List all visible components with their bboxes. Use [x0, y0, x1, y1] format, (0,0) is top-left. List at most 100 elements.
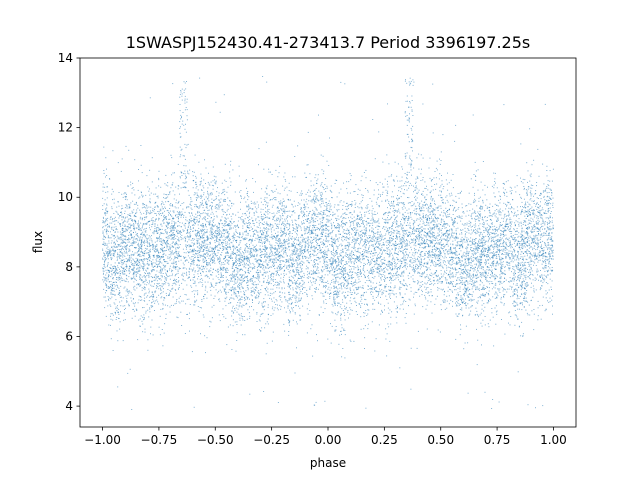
- data-point: [188, 206, 190, 208]
- data-point: [524, 210, 526, 212]
- data-point: [369, 180, 371, 182]
- data-point: [473, 267, 475, 269]
- data-point: [533, 241, 535, 243]
- data-point: [193, 224, 195, 226]
- data-point: [238, 249, 240, 251]
- data-point: [324, 249, 326, 251]
- data-point: [524, 232, 526, 234]
- data-point: [285, 247, 287, 249]
- data-point: [333, 294, 334, 296]
- data-point: [446, 281, 448, 283]
- data-point: [486, 229, 488, 231]
- data-point: [526, 193, 528, 195]
- data-point: [102, 238, 104, 240]
- data-point: [149, 194, 151, 196]
- data-point: [534, 214, 536, 216]
- data-point: [231, 257, 233, 259]
- data-point: [263, 241, 265, 243]
- data-point: [446, 236, 448, 238]
- data-point: [408, 171, 410, 173]
- data-point: [524, 206, 526, 208]
- data-point: [334, 319, 336, 321]
- data-point: [315, 207, 317, 209]
- data-point: [488, 267, 490, 268]
- data-point: [350, 222, 351, 224]
- data-point: [341, 237, 343, 239]
- data-point: [358, 215, 360, 217]
- data-point: [343, 217, 345, 219]
- data-point: [528, 237, 530, 239]
- data-point: [396, 233, 398, 235]
- data-point: [433, 224, 435, 226]
- data-point: [147, 263, 149, 265]
- data-point: [541, 274, 543, 276]
- data-point: [315, 174, 317, 176]
- data-point: [480, 233, 481, 235]
- data-point: [324, 274, 326, 276]
- data-point: [116, 245, 118, 247]
- data-point: [525, 258, 527, 260]
- data-point: [422, 237, 424, 239]
- data-point: [292, 276, 294, 278]
- data-point: [108, 240, 110, 242]
- data-point: [117, 340, 119, 342]
- data-point: [220, 291, 222, 293]
- data-point: [540, 205, 541, 207]
- data-point: [119, 328, 121, 330]
- data-point: [372, 240, 374, 242]
- data-point: [401, 283, 403, 285]
- data-point: [316, 266, 318, 268]
- data-point: [345, 247, 347, 249]
- data-point: [178, 237, 180, 239]
- data-point: [215, 196, 217, 198]
- data-point: [388, 260, 390, 262]
- data-point: [524, 283, 526, 285]
- data-point: [518, 298, 520, 299]
- data-point: [140, 213, 142, 215]
- data-point: [247, 271, 249, 273]
- data-point: [210, 267, 212, 269]
- data-point: [537, 240, 539, 242]
- data-point: [517, 304, 519, 306]
- data-point: [128, 268, 130, 270]
- data-point: [391, 262, 393, 264]
- data-point: [353, 227, 355, 229]
- data-point: [276, 250, 278, 252]
- data-point: [262, 218, 264, 220]
- data-point: [132, 245, 134, 247]
- data-point: [313, 232, 315, 234]
- data-point: [478, 265, 480, 267]
- data-point: [163, 204, 165, 205]
- data-point: [232, 252, 234, 253]
- data-point: [277, 228, 279, 229]
- data-point: [215, 183, 217, 185]
- data-point: [200, 225, 202, 226]
- data-point: [151, 305, 153, 307]
- data-point: [356, 225, 358, 227]
- data-point: [253, 231, 255, 233]
- data-point: [546, 203, 548, 204]
- data-point: [152, 247, 154, 249]
- data-point: [205, 258, 207, 260]
- data-point: [408, 197, 410, 199]
- data-point: [499, 283, 501, 285]
- data-point: [453, 222, 455, 224]
- data-point: [529, 261, 531, 263]
- data-point: [102, 244, 104, 245]
- data-point: [379, 194, 381, 196]
- data-point: [364, 243, 366, 245]
- data-point: [349, 270, 351, 272]
- data-point: [186, 268, 187, 270]
- data-point: [250, 294, 252, 296]
- data-point: [252, 284, 254, 285]
- data-point: [141, 240, 142, 242]
- data-point: [448, 261, 450, 263]
- data-point: [368, 218, 370, 219]
- data-point: [107, 217, 109, 219]
- data-point: [161, 257, 163, 258]
- data-point: [180, 126, 181, 128]
- data-point: [507, 264, 509, 266]
- data-point: [538, 228, 540, 230]
- data-point: [232, 263, 234, 265]
- data-point: [268, 171, 270, 173]
